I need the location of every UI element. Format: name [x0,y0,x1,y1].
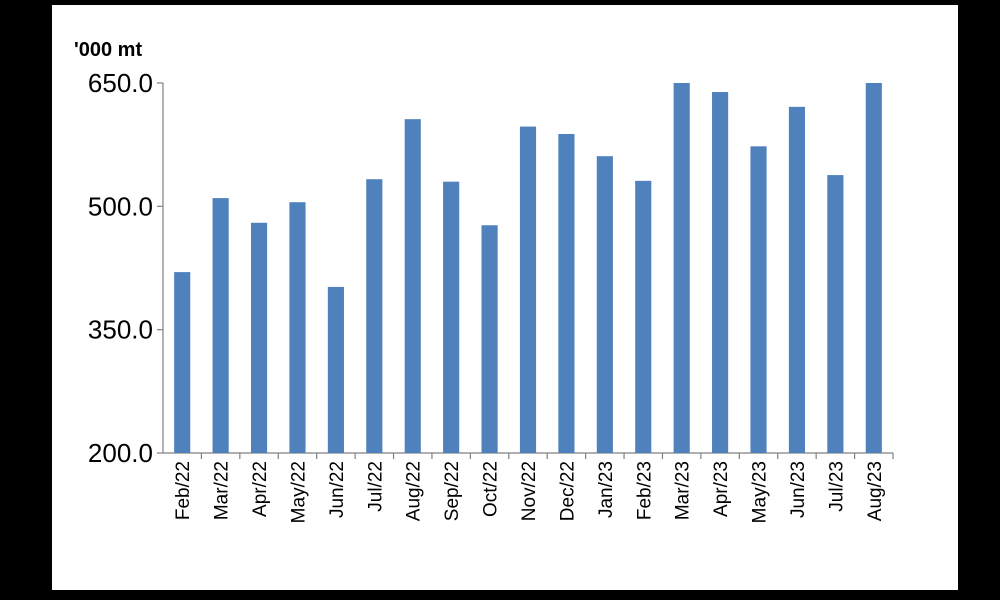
x-tick-label: Feb/23 [634,461,655,520]
y-axis-label: '000 mt [74,39,142,61]
x-tick-label: Mar/22 [212,461,233,520]
x-tick-label: Aug/23 [865,461,886,521]
bar [827,175,844,454]
x-tick-label: Aug/22 [404,461,425,521]
bar [788,106,806,453]
bar [174,272,191,453]
x-tick-label: Jan/23 [596,461,617,518]
bar [750,146,767,454]
x-tick-label: Jul/23 [826,461,847,512]
x-tick-label: Oct/22 [481,461,502,517]
bar [250,222,268,453]
x-tick-label: Apr/22 [250,461,271,517]
x-tick-label: Jun/22 [327,461,348,518]
bar [519,126,537,454]
y-tick-label: 650.0 [88,68,153,98]
bar [481,225,498,453]
bar [596,156,613,453]
bar [673,83,690,453]
x-tick-label: Nov/22 [519,461,540,521]
y-tick-label: 500.0 [88,191,153,221]
chart-panel [52,5,958,590]
x-tick-label: May/22 [288,461,309,523]
x-tick-label: Mar/23 [673,461,694,520]
bar [289,202,306,453]
bar [404,119,421,453]
bar [366,179,383,453]
bar [635,180,652,453]
x-tick-label: Dec/22 [557,461,578,521]
bar [865,83,882,453]
x-tick-label: May/23 [750,461,771,523]
x-tick-label: Apr/23 [711,461,732,517]
bar [558,133,575,453]
x-tick-label: Sep/22 [442,461,463,521]
bar [327,286,344,453]
x-tick-label: Feb/22 [173,461,194,520]
y-tick-label: 200.0 [88,438,153,468]
bar [212,198,229,453]
y-tick-label: 350.0 [88,315,153,345]
x-tick-label: Jul/22 [365,461,386,512]
x-tick-label: Jun/23 [788,461,809,518]
bar [712,92,729,454]
bar [443,181,460,453]
